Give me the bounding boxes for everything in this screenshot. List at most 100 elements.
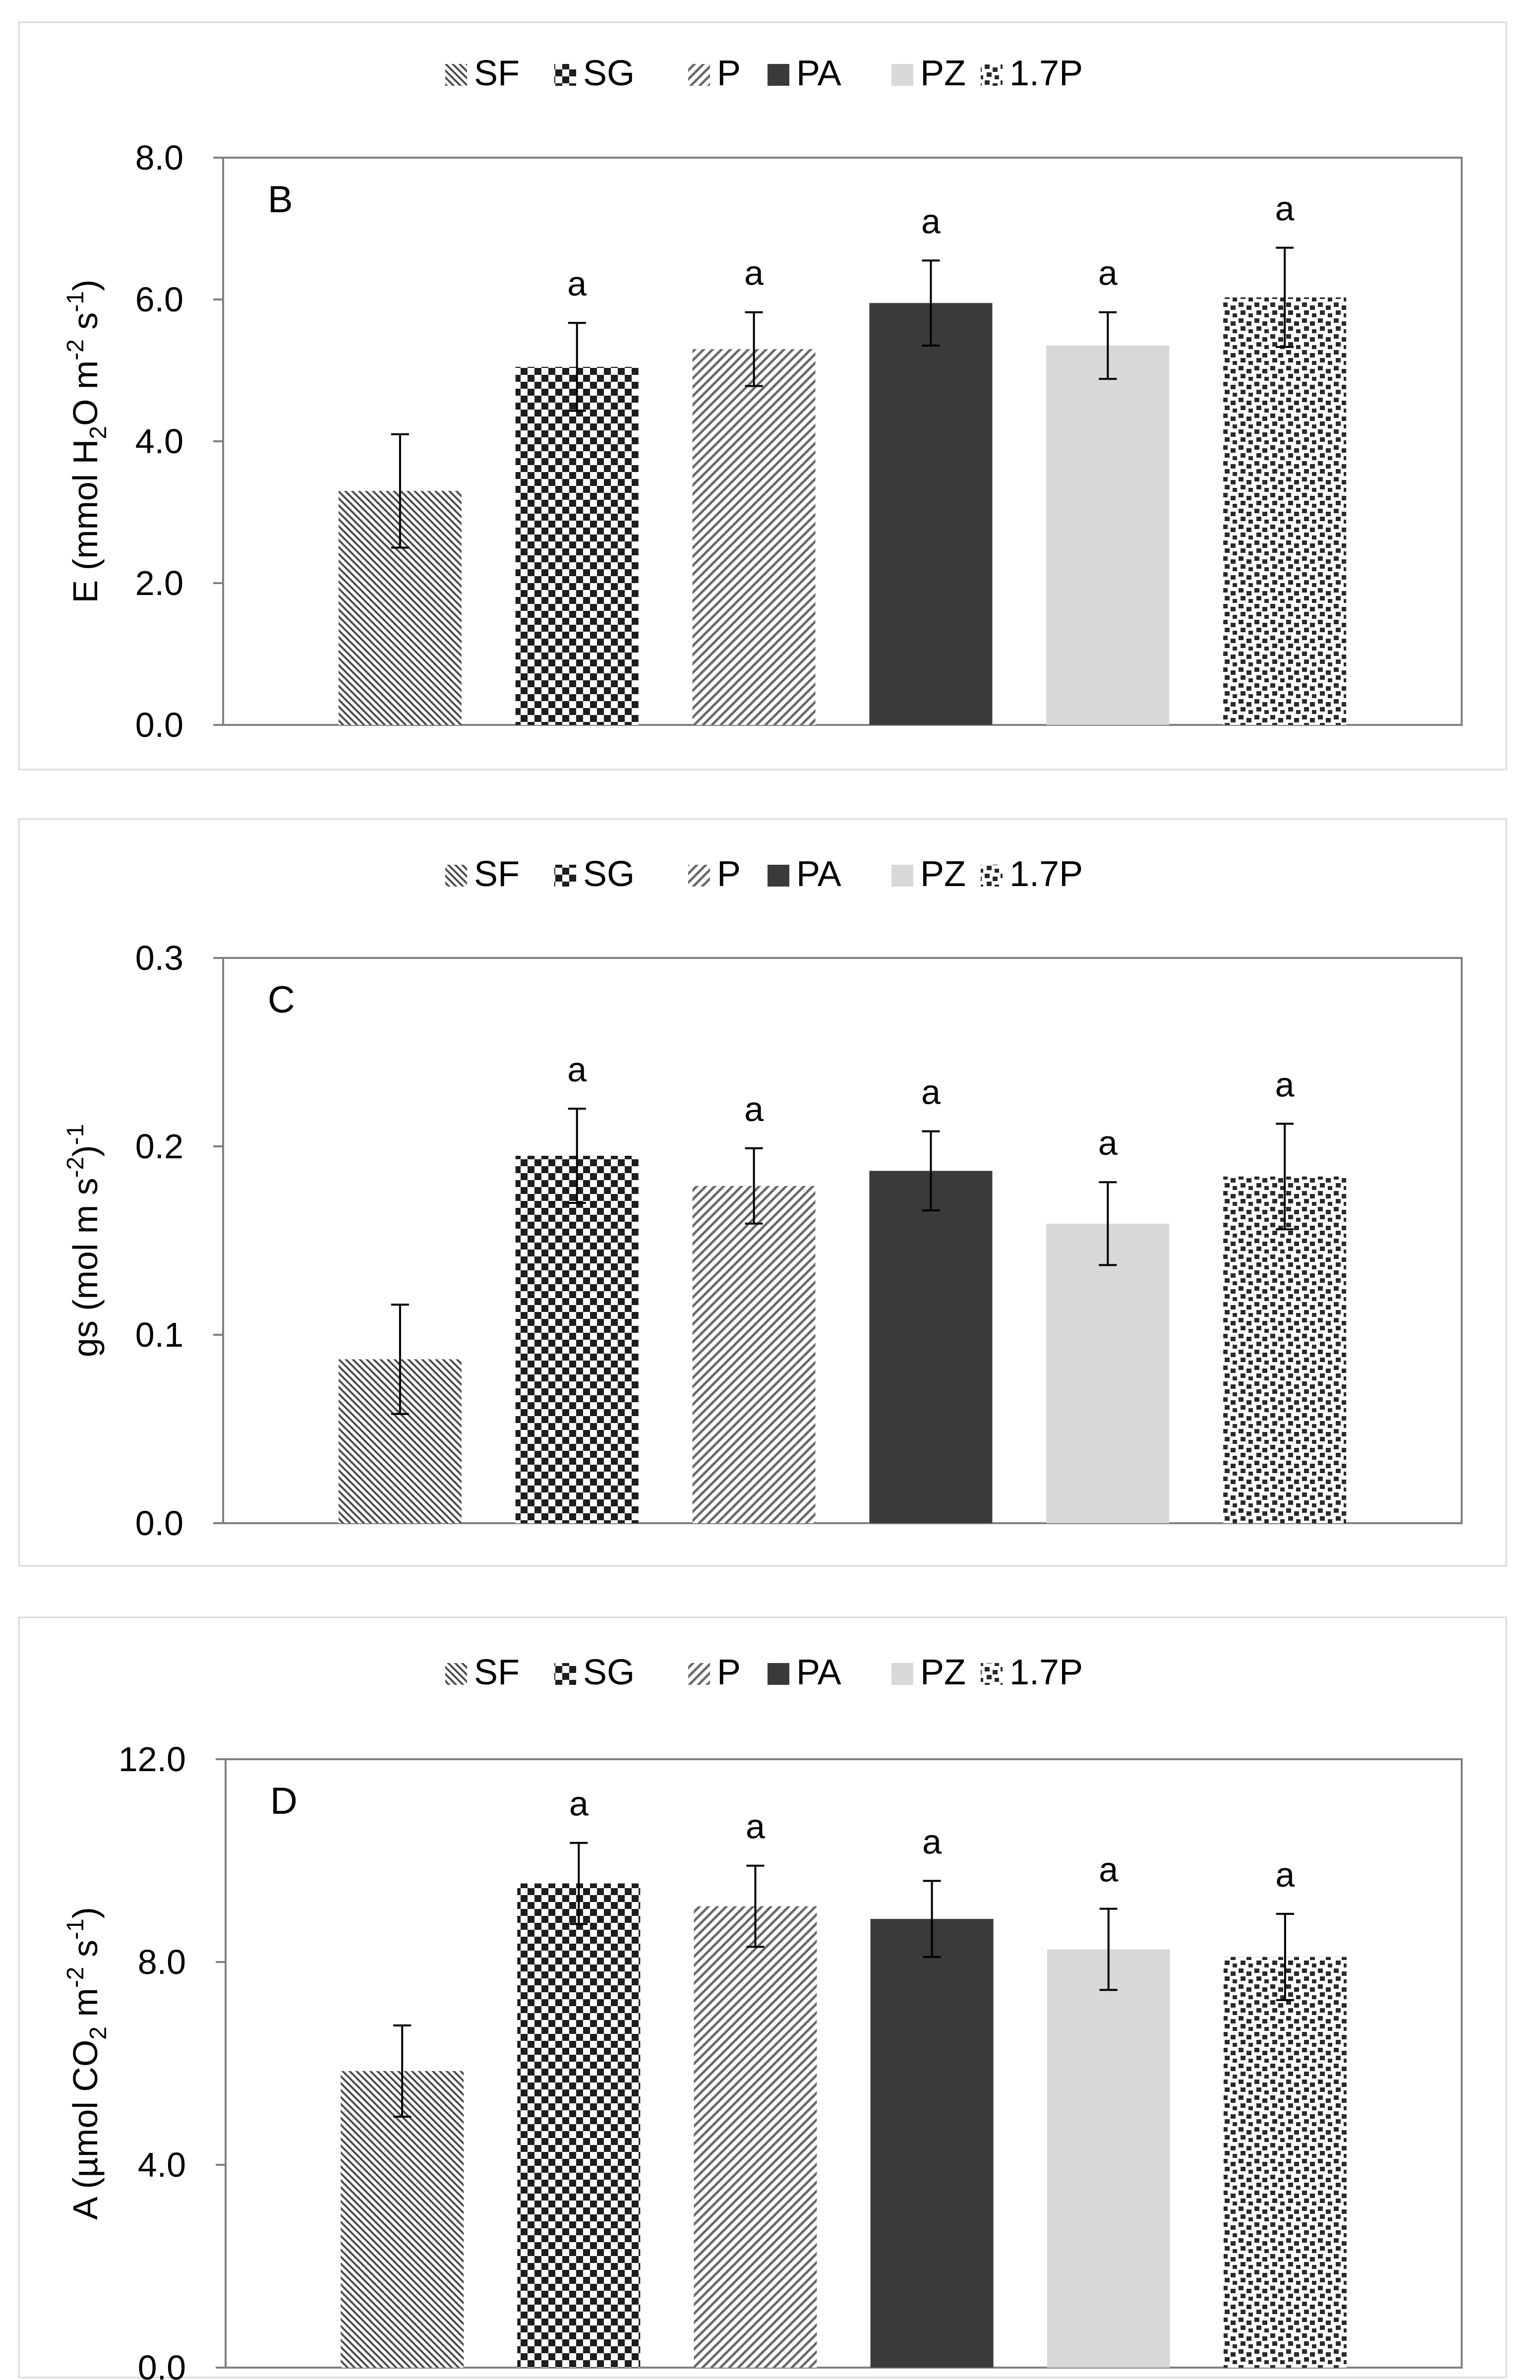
y-tick-label: 8.0 <box>135 138 183 177</box>
legend-label-SF: SF <box>474 54 520 93</box>
plot-area: 0.0 2.0 4.0 6.0 8.0 E (mmol H2O m-2 s-1) Ba a a a… <box>62 138 1463 744</box>
y-tick-label: 0.1 <box>135 1315 183 1354</box>
error-bar-1.7P <box>1276 1912 1294 2001</box>
bar-1.7P <box>1223 1957 1347 2368</box>
legend-label-PZ: PZ <box>920 1653 966 1692</box>
error-bar-SG <box>570 1842 588 1925</box>
legend-swatch-PA <box>768 865 789 887</box>
error-bar-PA <box>923 1880 941 1958</box>
legend-label-SG: SG <box>583 854 635 894</box>
legend-swatch-1.7P <box>981 64 1003 86</box>
chart-panel-B: SF SG P PA PZ 1.7P 0.0 2.0 4.0 6.0 8.0 E (mmol H2O … <box>18 21 1507 771</box>
bar-PZ <box>1047 1949 1170 2368</box>
legend-swatch-SF <box>445 64 467 86</box>
legend-label-1.7P: 1.7P <box>1009 1653 1083 1692</box>
error-bar-SF <box>391 433 409 549</box>
legend-label-PA: PA <box>796 54 841 93</box>
y-axis-label-part: s <box>66 1940 105 1966</box>
legend-swatch-SG <box>554 865 576 887</box>
panel-letter: C <box>268 979 295 1021</box>
legend-swatch-P <box>688 865 710 887</box>
sig-letter-PA: a <box>921 1073 941 1112</box>
legend-swatch-PA <box>768 64 789 86</box>
plot-area: 0.0 4.0 8.0 12.0 A (µmol CO2 m-2 s-1) D a a a a a <box>62 1740 1463 2380</box>
legend-swatch-PZ <box>891 64 913 86</box>
error-bar-1.7P <box>1276 246 1294 348</box>
legend-label-P: P <box>717 54 741 93</box>
sig-letter-PA: a <box>921 202 941 240</box>
y-tick-label: 12.0 <box>118 1740 186 1779</box>
legend-swatch-SF <box>445 865 467 887</box>
panel-letter: B <box>268 178 293 221</box>
y-tick-label: 8.0 <box>138 1943 186 1981</box>
y-tick-label: 4.0 <box>135 422 183 461</box>
y-tick-label: 6.0 <box>135 280 183 319</box>
error-bar-PZ <box>1099 1181 1117 1266</box>
legend-label-P: P <box>717 1653 741 1692</box>
bar-1.7P <box>1223 1176 1347 1523</box>
sig-letter-PZ: a <box>1098 1124 1118 1162</box>
plot-border <box>225 1758 1463 2369</box>
sig-letter-1.7P: a <box>1275 1065 1295 1104</box>
legend-label-SG: SG <box>583 54 635 93</box>
legend-swatch-SF <box>445 1663 467 1685</box>
error-bar-1.7P <box>1276 1123 1294 1231</box>
legend-label-P: P <box>717 854 741 894</box>
bar-PZ <box>1046 345 1170 725</box>
legend-label-PA: PA <box>796 854 841 894</box>
bar-SG <box>515 1156 639 1523</box>
legend-label-PZ: PZ <box>920 54 966 93</box>
bar-SF <box>341 2071 464 2368</box>
y-axis-label-part: -2 <box>62 339 89 360</box>
sig-letter-SG: a <box>567 264 587 303</box>
y-tick-label: 0.0 <box>135 1504 183 1543</box>
legend: SF SG P PA PZ 1.7P <box>445 854 1083 894</box>
bar-PA <box>869 303 993 725</box>
legend-swatch-1.7P <box>981 865 1003 887</box>
legend: SF SG P PA PZ 1.7P <box>445 1653 1083 1692</box>
bar-PA <box>869 1171 993 1523</box>
y-tick-label: 2.0 <box>135 564 183 602</box>
sig-letter-PZ: a <box>1099 1850 1118 1889</box>
legend: SF SG P PA PZ 1.7P <box>445 54 1083 93</box>
chart-panel-D: SF SG P PA PZ 1.7P0.04.08.012.0A (µmol CO2 m-… <box>18 1616 1507 2380</box>
y-tick-label: 0.0 <box>135 706 183 744</box>
y-tick-label: 0.0 <box>138 2348 186 2380</box>
y-axis-label-part: -1 <box>62 1918 89 1940</box>
chart-panel-C: SF SG P PA PZ 1.7P 0.0 0.1 0.2 0.3 gs (mol m s-2)-… <box>18 818 1507 1567</box>
y-axis-label-part: ) <box>66 1907 105 1918</box>
sig-letter-PZ: a <box>1098 254 1118 293</box>
y-axis-label-part: E (mmol H <box>66 439 105 603</box>
y-axis-label-part: ) <box>66 1145 105 1156</box>
legend-swatch-PZ <box>891 1663 913 1685</box>
legend-label-PZ: PZ <box>920 854 966 894</box>
y-axis-label-part: -2 <box>62 1157 89 1178</box>
y-axis-label-part: -2 <box>62 1967 89 1988</box>
legend-swatch-P <box>688 1663 710 1685</box>
y-axis-label-part: m <box>66 1988 105 2026</box>
error-bar-SF <box>391 1304 409 1415</box>
legend-label-SF: SF <box>474 1653 520 1692</box>
plot-area: 0.0 0.1 0.2 0.3 gs (mol m s-2)-1 Ca a a a a <box>62 939 1463 1543</box>
y-axis-label-part: -1 <box>62 1124 89 1145</box>
y-axis-label-part: 2 <box>85 426 112 439</box>
error-bar-P <box>745 311 763 387</box>
y-axis-label-part: A (µmol CO <box>66 2040 105 2220</box>
error-bar-SF <box>393 2024 412 2118</box>
error-bar-PZ <box>1099 1907 1118 1991</box>
legend-swatch-1.7P <box>981 1663 1003 1685</box>
bar-SG <box>517 1883 641 2368</box>
sig-letter-SG: a <box>569 1785 589 1823</box>
error-bar-P <box>746 1864 765 1948</box>
legend-label-SF: SF <box>474 854 520 894</box>
y-axis-label-part: O m <box>66 360 105 426</box>
y-tick-label: 0.3 <box>135 939 183 977</box>
panel-letter: D <box>270 1780 297 1822</box>
bar-P <box>692 349 816 725</box>
bar-SG <box>515 366 639 725</box>
sig-letter-P: a <box>744 254 764 293</box>
legend-swatch-SG <box>554 64 576 86</box>
sig-letter-1.7P: a <box>1275 189 1295 228</box>
error-bar-P <box>745 1147 763 1225</box>
